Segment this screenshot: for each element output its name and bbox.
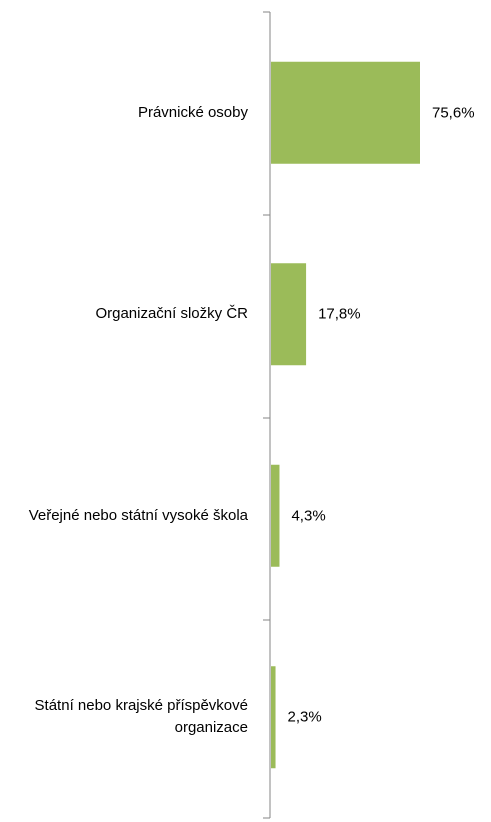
- data-label: 75,6%: [432, 104, 475, 122]
- category-label: Organizační složky ČR: [95, 305, 248, 323]
- bar: [271, 464, 280, 567]
- category-label: Právnické osoby: [137, 103, 248, 121]
- data-label: 2,3%: [287, 708, 322, 726]
- data-label: 17,8%: [318, 305, 361, 323]
- bar: [271, 61, 420, 164]
- category-label: Státní nebo krajské příspěvkové organiza…: [34, 697, 248, 737]
- category-label: Veřejné nebo státní vysoké škola: [28, 506, 248, 524]
- data-label: 4,3%: [291, 507, 326, 525]
- bar: [271, 666, 276, 769]
- bar: [271, 263, 307, 366]
